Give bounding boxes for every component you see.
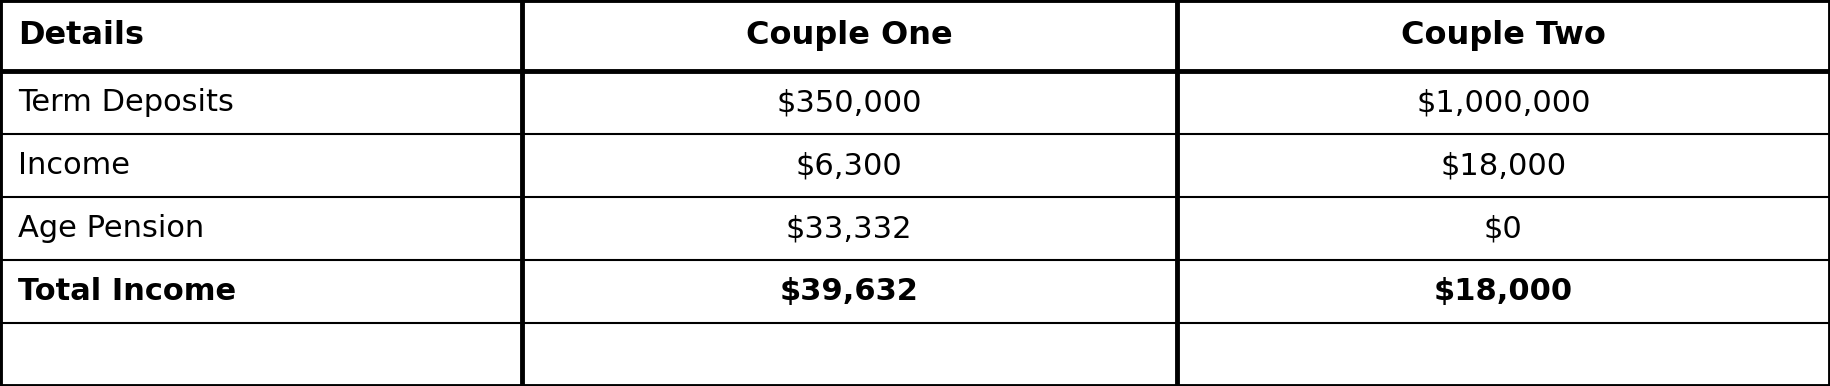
Text: Age Pension: Age Pension	[18, 214, 205, 243]
Text: $6,300: $6,300	[796, 151, 902, 180]
Text: Income: Income	[18, 151, 130, 180]
Text: $0: $0	[1484, 214, 1523, 243]
Text: Couple One: Couple One	[747, 20, 952, 51]
Text: Couple Two: Couple Two	[1402, 20, 1605, 51]
Text: $18,000: $18,000	[1433, 277, 1574, 306]
Text: $350,000: $350,000	[776, 88, 922, 117]
Text: Total Income: Total Income	[18, 277, 236, 306]
Text: $1,000,000: $1,000,000	[1416, 88, 1590, 117]
Text: Details: Details	[18, 20, 145, 51]
Text: Term Deposits: Term Deposits	[18, 88, 234, 117]
Text: $33,332: $33,332	[785, 214, 913, 243]
Text: $18,000: $18,000	[1440, 151, 1566, 180]
Text: $39,632: $39,632	[780, 277, 919, 306]
